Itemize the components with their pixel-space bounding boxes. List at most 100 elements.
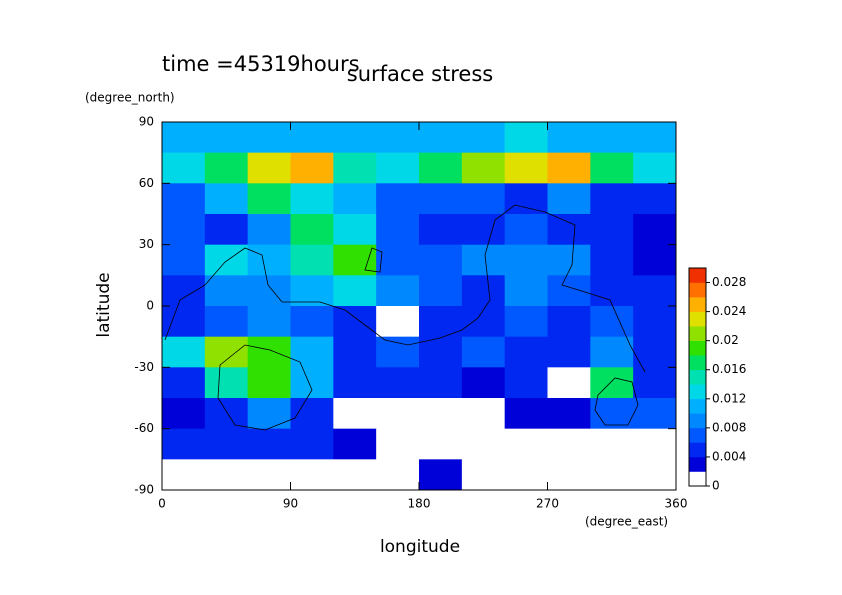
field-cell bbox=[204, 336, 249, 368]
field-cell bbox=[590, 428, 634, 460]
field-cell bbox=[461, 152, 506, 184]
y-tick-label: 90 bbox=[139, 115, 154, 129]
colorbar-tick-label: 0.004 bbox=[712, 449, 746, 463]
field-cell bbox=[247, 428, 291, 460]
field-cell bbox=[419, 336, 463, 368]
field-cell bbox=[247, 152, 291, 184]
field-cell bbox=[333, 459, 377, 491]
field-cell bbox=[461, 336, 506, 368]
field-cell bbox=[162, 459, 206, 491]
field-cell bbox=[633, 336, 677, 368]
field-cell bbox=[547, 459, 591, 491]
field-cell bbox=[547, 275, 591, 307]
field-cell bbox=[504, 183, 548, 215]
colorbar-swatch bbox=[689, 442, 706, 458]
field-cell bbox=[204, 306, 249, 338]
colorbar-swatch bbox=[689, 413, 706, 429]
field-cell bbox=[247, 244, 291, 276]
field-cell bbox=[590, 459, 634, 491]
field-cell bbox=[547, 122, 591, 154]
field-cell bbox=[290, 398, 334, 430]
field-cell bbox=[376, 275, 420, 307]
field-cell bbox=[461, 459, 506, 491]
colorbar-frame bbox=[688, 267, 707, 487]
y-tick-label: -30 bbox=[134, 360, 154, 374]
field-cell bbox=[290, 275, 334, 307]
colorbar-tick-label: 0.008 bbox=[712, 420, 746, 434]
x-axis-label: longitude bbox=[380, 537, 460, 557]
colorbar-swatch bbox=[689, 282, 706, 298]
field-cell bbox=[633, 398, 677, 430]
field-cell bbox=[547, 183, 591, 215]
colorbar-swatch bbox=[689, 355, 706, 371]
y-unit: (degree_north) bbox=[85, 91, 175, 105]
field-cell bbox=[504, 275, 548, 307]
field-cell bbox=[590, 122, 634, 154]
field-cell bbox=[504, 428, 548, 460]
colorbar-swatch bbox=[689, 297, 706, 312]
field-cell bbox=[376, 367, 420, 399]
field-cell bbox=[504, 122, 548, 154]
field-cell bbox=[419, 122, 463, 154]
field-cell bbox=[504, 152, 548, 184]
field-cell bbox=[247, 306, 291, 338]
colorbar-swatch bbox=[689, 340, 706, 356]
field-cell bbox=[590, 367, 634, 399]
field-cell bbox=[247, 459, 291, 491]
field-cell bbox=[290, 367, 334, 399]
field-cell bbox=[247, 214, 291, 246]
field-cell bbox=[504, 214, 548, 246]
field-cell bbox=[204, 183, 249, 215]
field-cell bbox=[204, 244, 249, 276]
field-cell bbox=[376, 306, 420, 338]
field-cell bbox=[461, 275, 506, 307]
field-cell bbox=[633, 214, 677, 246]
field-cell bbox=[247, 398, 291, 430]
field-cell bbox=[504, 367, 548, 399]
field-cell bbox=[547, 152, 591, 184]
field-cell bbox=[290, 152, 334, 184]
field-cell bbox=[461, 367, 506, 399]
field-cell bbox=[461, 214, 506, 246]
field-cell bbox=[419, 152, 463, 184]
coastlines bbox=[164, 204, 646, 431]
field-cell bbox=[419, 214, 463, 246]
field-cell bbox=[162, 152, 206, 184]
field-cell bbox=[247, 122, 291, 154]
field-cell bbox=[290, 306, 334, 338]
x-tick-label: 180 bbox=[408, 497, 431, 511]
field-cell bbox=[504, 336, 548, 368]
field-cell bbox=[204, 459, 249, 491]
field-cell bbox=[204, 152, 249, 184]
field-cell bbox=[204, 214, 249, 246]
field-cell bbox=[290, 183, 334, 215]
field-cell bbox=[204, 398, 249, 430]
field-cell bbox=[633, 183, 677, 215]
y-tick-label: 30 bbox=[139, 237, 154, 251]
field-cell bbox=[547, 367, 591, 399]
field-cell bbox=[162, 183, 206, 215]
coastline bbox=[164, 204, 646, 373]
field-cell bbox=[419, 367, 463, 399]
field-cell bbox=[376, 459, 420, 491]
field-cell bbox=[333, 152, 377, 184]
colorbar-swatch bbox=[689, 471, 706, 487]
field-cell bbox=[290, 459, 334, 491]
field-cell bbox=[590, 306, 634, 338]
field-cell bbox=[376, 428, 420, 460]
coastline bbox=[217, 344, 313, 431]
field-cell bbox=[333, 122, 377, 154]
field-cell bbox=[590, 336, 634, 368]
field-cell bbox=[633, 367, 677, 399]
subtitle: time =45319hours bbox=[162, 52, 360, 76]
field-cell bbox=[590, 183, 634, 215]
field-cell bbox=[461, 398, 506, 430]
field-cell bbox=[547, 336, 591, 368]
colorbar-tick-label: 0 bbox=[712, 479, 720, 493]
field-cell bbox=[162, 398, 206, 430]
field bbox=[162, 122, 677, 491]
field-cell bbox=[162, 214, 206, 246]
field-cell bbox=[419, 183, 463, 215]
field-cell bbox=[419, 306, 463, 338]
field-cell bbox=[633, 152, 677, 184]
